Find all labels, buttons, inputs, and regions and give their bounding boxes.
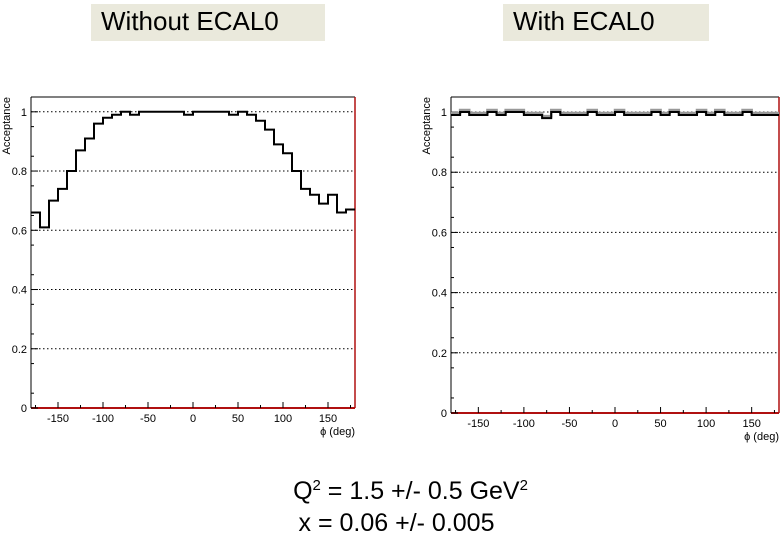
q2-unit-superscript: 2 xyxy=(519,477,528,494)
y-tick-label: 0.2 xyxy=(432,348,447,360)
x-tick-label: -100 xyxy=(513,418,535,430)
x-tick-label: -50 xyxy=(561,418,577,430)
y-tick-label: 0.4 xyxy=(432,288,447,300)
y-tick-label: 0 xyxy=(21,403,27,415)
x-tick-label: 50 xyxy=(232,413,244,425)
y-tick-label: 0 xyxy=(441,408,447,420)
x-tick-label: -150 xyxy=(47,413,69,425)
q2-symbol: Q xyxy=(293,477,313,505)
y-axis-label: Acceptance xyxy=(421,97,433,154)
y-tick-label: 0.8 xyxy=(12,166,27,178)
q2-value: = 1.5 +/- 0.5 GeV xyxy=(320,477,520,505)
x-tick-label: 150 xyxy=(319,413,337,425)
x-tick-label: 0 xyxy=(190,413,196,425)
series-line xyxy=(31,110,355,229)
x-tick-label: -50 xyxy=(140,413,156,425)
title-with-ecal0: With ECAL0 xyxy=(503,4,709,41)
x-axis-label: ϕ (deg) xyxy=(320,426,355,438)
title-without-ecal0: Without ECAL0 xyxy=(91,4,325,41)
x-tick-label: 100 xyxy=(274,413,292,425)
x-tick-label: -150 xyxy=(467,418,489,430)
y-tick-label: 0.4 xyxy=(12,285,27,297)
x-tick-label: 150 xyxy=(742,418,760,430)
y-tick-label: 0.6 xyxy=(12,225,27,237)
chart-panel-0: -150 -100 -50 0 50 100 150 0 0.2 0.4 0.6 0.8 1 ϕ (deg… xyxy=(1,96,356,438)
y-tick-label: 1 xyxy=(21,107,27,119)
y-tick-label: 0.2 xyxy=(12,344,27,356)
x-caption: x = 0.06 +/- 0.005 xyxy=(298,509,495,537)
x-tick-label: 50 xyxy=(654,418,666,430)
x-tick-label: -100 xyxy=(92,413,114,425)
x-tick-label: 0 xyxy=(612,418,618,430)
q2-superscript: 2 xyxy=(312,477,321,494)
chart-panel-1: -150 -100 -50 0 50 100 150 0 0.2 0.4 0.6 0.8 1 ϕ (deg… xyxy=(421,96,780,443)
x-axis-label: ϕ (deg) xyxy=(744,431,779,443)
y-tick-label: 0.6 xyxy=(432,227,447,239)
y-tick-label: 1 xyxy=(441,107,447,119)
y-axis-label: Acceptance xyxy=(1,97,13,154)
series-line xyxy=(451,111,779,120)
q2-caption: Q2 = 1.5 +/- 0.5 GeV2 xyxy=(20,476,781,506)
x-tick-label: 100 xyxy=(697,418,715,430)
y-tick-label: 0.8 xyxy=(432,167,447,179)
